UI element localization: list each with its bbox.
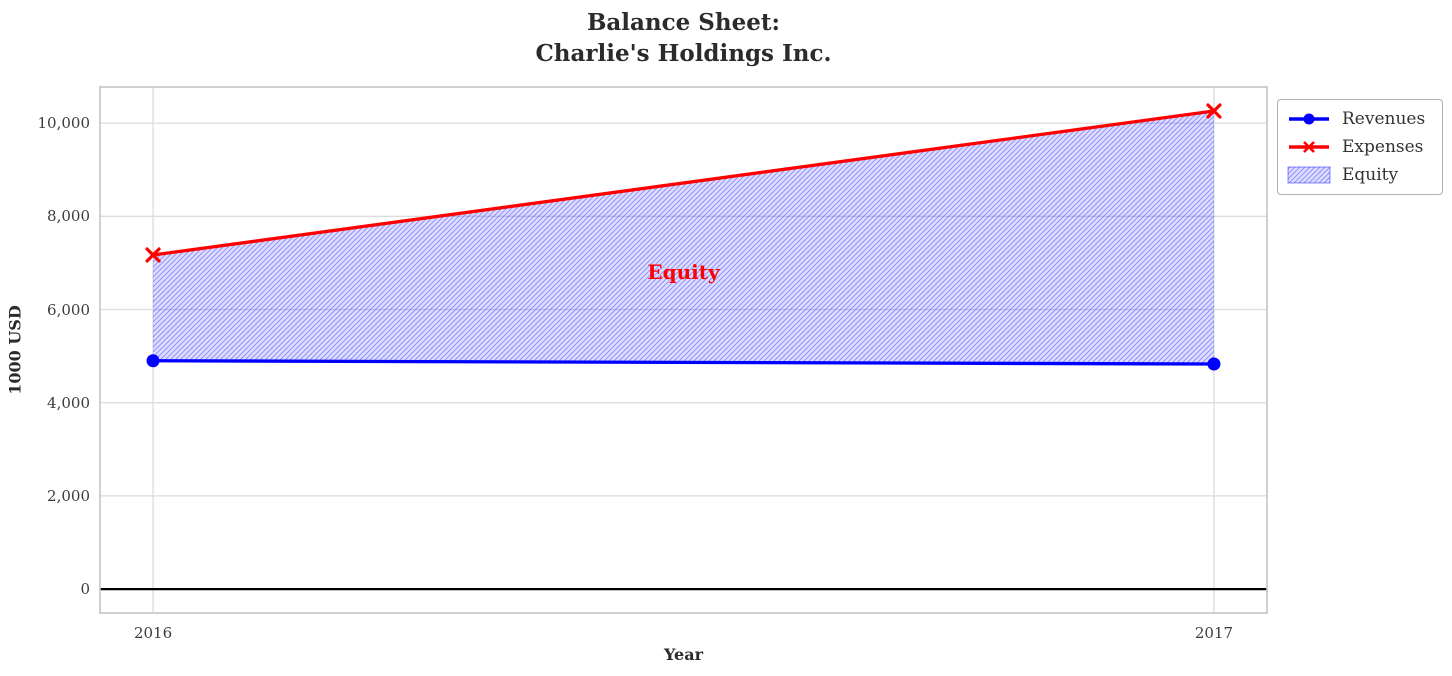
legend-label: Expenses [1342, 137, 1424, 157]
y-axis-title: 1000 USD [5, 305, 25, 395]
y-tick-label: 10,000 [37, 114, 91, 133]
legend-swatch [1287, 137, 1331, 157]
x-tick-label: 2017 [1194, 624, 1234, 642]
revenues-marker [1207, 357, 1221, 371]
x-tick-label: 2016 [133, 624, 173, 642]
legend-swatch [1287, 109, 1331, 129]
legend-label: Revenues [1342, 109, 1426, 129]
revenues-line [151, 359, 1216, 366]
y-tick-label: 2,000 [47, 486, 90, 505]
legend-item-revenues: Revenues [1287, 105, 1433, 133]
x-axis-title: Year [663, 645, 703, 664]
y-tick-label: 8,000 [47, 207, 90, 226]
y-tick-label: 4,000 [47, 393, 90, 412]
legend-label: Equity [1342, 165, 1399, 185]
legend-item-equity: Equity [1287, 161, 1433, 189]
y-tick-label: 0 [80, 580, 90, 599]
revenues-marker [146, 354, 160, 368]
chart-title: Balance Sheet: Charlie's Holdings Inc. [0, 7, 1367, 69]
equity-patch-swatch [1287, 166, 1331, 184]
plot-spines [99, 86, 1268, 614]
y-tick-label: 6,000 [47, 300, 90, 319]
equity-fill-hatch [153, 110, 1214, 365]
expenses-marker [145, 247, 161, 263]
revenues-line-swatch [1289, 113, 1329, 125]
legend: Revenues Expenses Equity [1277, 99, 1443, 195]
legend-swatch [1287, 165, 1331, 185]
chart-title-line1: Balance Sheet: [586, 9, 781, 36]
equity-annotation: Equity [647, 260, 720, 285]
legend-item-expenses: Expenses [1287, 133, 1433, 161]
expenses-line-swatch [1289, 141, 1329, 153]
chart-title-line2: Charlie's Holdings Inc. [535, 40, 832, 67]
expenses-marker [1206, 103, 1222, 119]
expenses-line [151, 109, 1216, 257]
